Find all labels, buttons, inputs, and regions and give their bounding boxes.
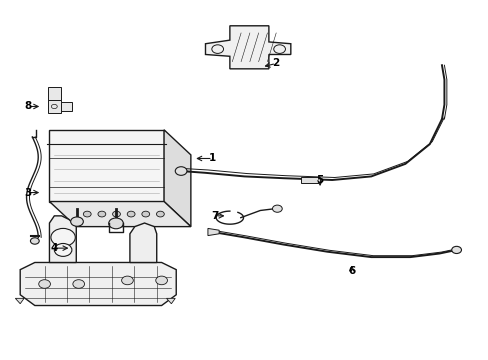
- Bar: [48, 87, 61, 100]
- Circle shape: [30, 238, 39, 244]
- Circle shape: [127, 211, 135, 217]
- Text: 5: 5: [316, 175, 323, 185]
- Text: 1: 1: [209, 153, 216, 163]
- Text: 6: 6: [347, 266, 355, 276]
- Polygon shape: [61, 102, 72, 111]
- Circle shape: [98, 211, 105, 217]
- Polygon shape: [207, 228, 219, 235]
- Text: 4: 4: [51, 243, 58, 253]
- Polygon shape: [205, 26, 290, 69]
- Polygon shape: [48, 100, 61, 113]
- Text: 8: 8: [24, 102, 31, 112]
- Polygon shape: [49, 130, 163, 202]
- Circle shape: [142, 211, 149, 217]
- Polygon shape: [163, 130, 190, 226]
- Circle shape: [71, 217, 83, 226]
- Circle shape: [39, 280, 50, 288]
- Polygon shape: [130, 223, 157, 262]
- Circle shape: [156, 211, 164, 217]
- Polygon shape: [15, 298, 24, 304]
- Text: 3: 3: [24, 188, 31, 198]
- Text: 2: 2: [272, 58, 279, 68]
- Circle shape: [122, 276, 133, 285]
- Circle shape: [451, 246, 461, 253]
- Polygon shape: [49, 202, 190, 226]
- Polygon shape: [300, 177, 320, 183]
- Circle shape: [272, 205, 282, 212]
- Text: 7: 7: [211, 211, 219, 221]
- Circle shape: [83, 211, 91, 217]
- Circle shape: [54, 243, 72, 256]
- Circle shape: [112, 211, 120, 217]
- Polygon shape: [20, 262, 176, 306]
- Circle shape: [108, 218, 123, 229]
- Circle shape: [175, 167, 186, 175]
- Polygon shape: [166, 298, 175, 304]
- Circle shape: [73, 280, 84, 288]
- Polygon shape: [49, 216, 76, 262]
- Circle shape: [51, 228, 75, 246]
- Circle shape: [156, 276, 167, 285]
